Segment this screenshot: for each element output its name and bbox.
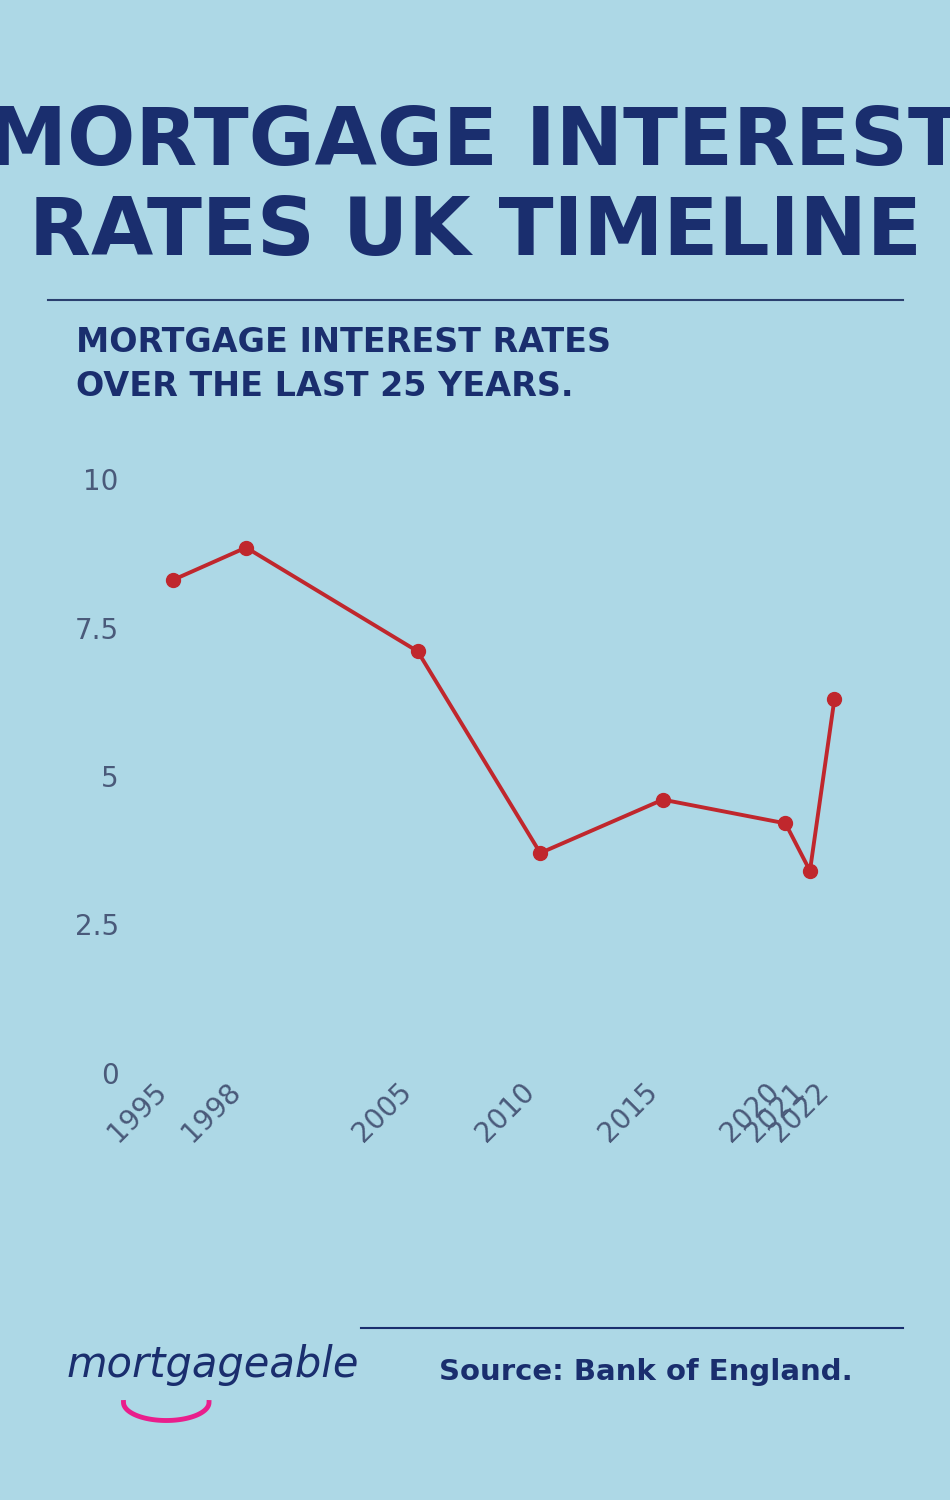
Text: mortgageable: mortgageable bbox=[66, 1344, 359, 1386]
Text: OVER THE LAST 25 YEARS.: OVER THE LAST 25 YEARS. bbox=[76, 370, 574, 404]
Text: RATES UK TIMELINE: RATES UK TIMELINE bbox=[28, 194, 922, 272]
Text: Source: Bank of England.: Source: Bank of England. bbox=[439, 1359, 853, 1386]
Text: MORTGAGE INTEREST: MORTGAGE INTEREST bbox=[0, 104, 950, 182]
Text: MORTGAGE INTEREST RATES: MORTGAGE INTEREST RATES bbox=[76, 326, 611, 358]
